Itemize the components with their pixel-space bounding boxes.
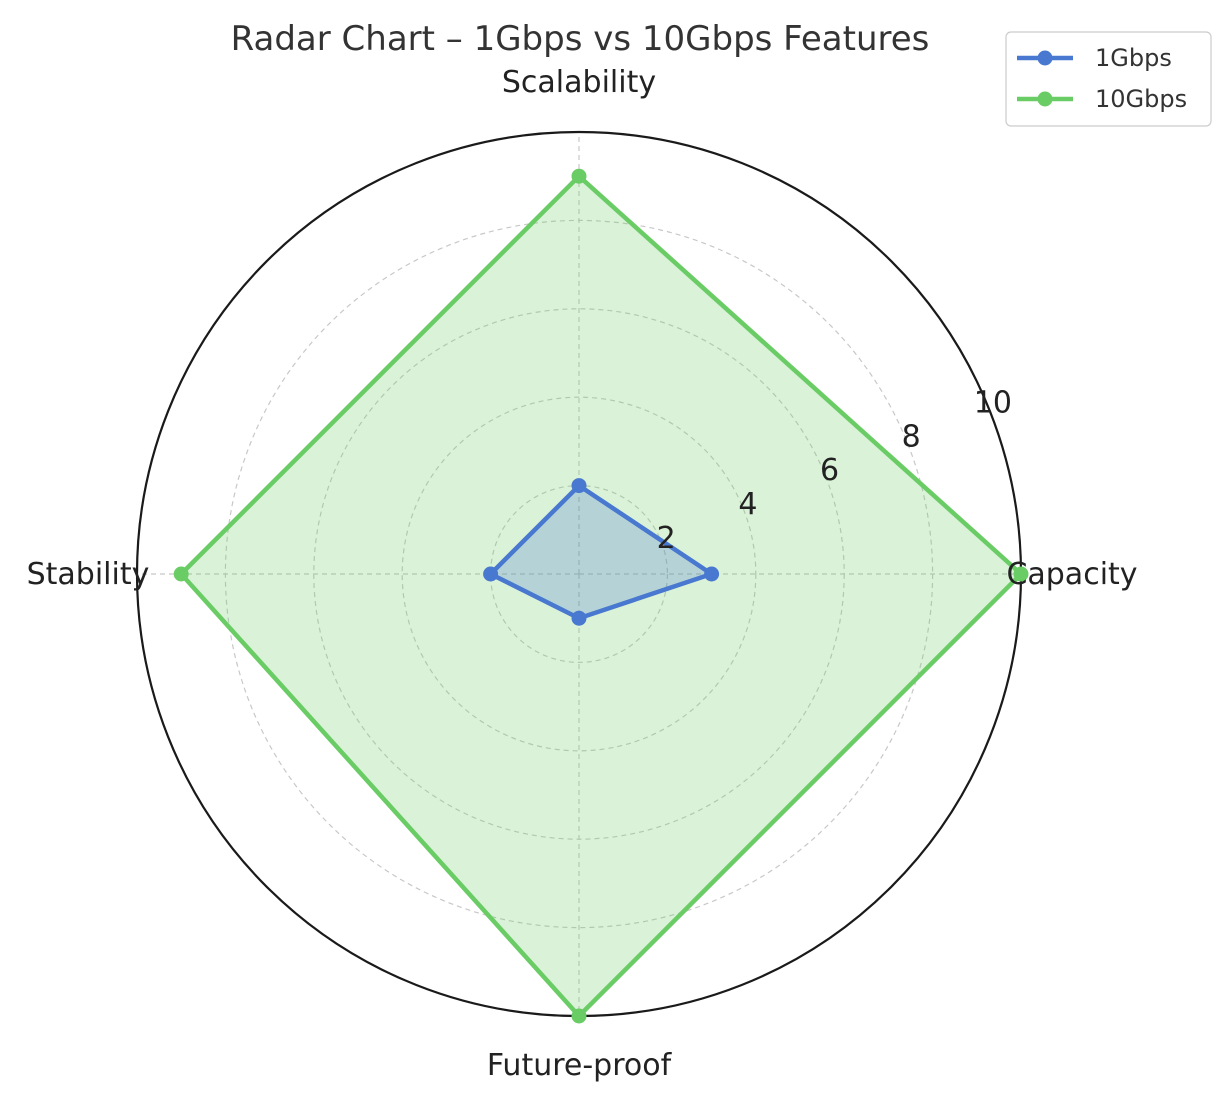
legend-item: 10Gbps <box>1017 85 1187 113</box>
legend: 1Gbps 10Gbps <box>1005 31 1212 127</box>
category-label: Scalability <box>502 65 656 100</box>
category-label: Future-proof <box>487 1048 673 1083</box>
legend-item: 1Gbps <box>1017 44 1172 72</box>
category-label: Capacity <box>1006 557 1137 592</box>
data-point <box>571 1008 587 1024</box>
chart-title: Radar Chart – 1Gbps vs 10Gbps Features <box>231 19 930 59</box>
data-point <box>571 478 587 494</box>
legend-marker <box>1037 91 1053 107</box>
legend-box <box>1005 31 1212 127</box>
category-label: Stability <box>27 557 150 592</box>
legend-label: 1Gbps <box>1095 44 1172 72</box>
radial-tick-label: 8 <box>902 419 921 454</box>
legend-marker <box>1037 50 1053 66</box>
legend-label: 10Gbps <box>1095 85 1187 113</box>
series-layer <box>173 168 1029 1024</box>
radial-tick-labels: 2 4 6 8 10 <box>657 386 1012 556</box>
grid-ring <box>401 396 757 752</box>
data-point <box>571 168 587 184</box>
data-point <box>571 610 587 626</box>
radial-tick-label: 2 <box>657 521 676 556</box>
radial-tick-label: 4 <box>738 487 757 522</box>
series-fill <box>490 485 712 619</box>
radial-tick-label: 6 <box>820 453 839 488</box>
data-point <box>1013 566 1029 582</box>
data-point <box>704 566 720 582</box>
radial-tick-label: 10 <box>974 386 1012 421</box>
series-1Gbps <box>483 478 720 626</box>
series-10Gbps <box>173 168 1029 1024</box>
category-labels: Capacity Scalability Stability Future-proof <box>27 65 1138 1083</box>
data-point <box>483 566 499 582</box>
data-point <box>173 566 189 582</box>
